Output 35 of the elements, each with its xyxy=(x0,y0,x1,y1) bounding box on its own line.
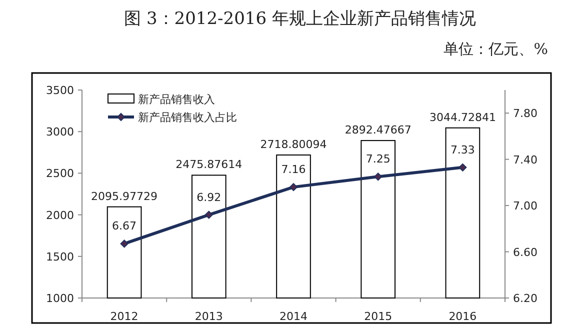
y2-tick-label: 6.20 xyxy=(513,292,538,305)
x-tick-label: 2012 xyxy=(110,310,138,323)
y-tick-label: 3500 xyxy=(46,84,74,97)
chart-subtitle: 单位：亿元、% xyxy=(444,40,548,58)
x-tick-label: 2013 xyxy=(194,310,223,323)
x-tick-label: 2015 xyxy=(364,310,392,323)
chart-title: 图 3：2012-2016 年规上企业新产品销售情况 xyxy=(124,9,476,29)
x-tick-label: 2014 xyxy=(280,310,308,323)
data-label: 6.92 xyxy=(196,190,222,204)
y2-tick-label: 7.80 xyxy=(513,107,538,120)
y2-tick-label: 7.00 xyxy=(513,200,538,213)
point xyxy=(204,210,213,219)
y2-tick-label: 6.60 xyxy=(513,246,538,259)
point xyxy=(374,172,382,181)
data-label: 6.67 xyxy=(112,220,137,233)
y-tick-label: 2000 xyxy=(46,208,74,222)
point xyxy=(120,240,128,248)
y-tick-label: 2500 xyxy=(46,167,74,180)
data-label: 2475.87614 xyxy=(176,158,242,172)
x-tick-label: 2016 xyxy=(448,310,477,323)
y-tick-label: 1500 xyxy=(46,250,74,264)
data-label: 3044.72841 xyxy=(429,110,496,124)
legend-label: 新产品销售收入 xyxy=(138,93,215,106)
point xyxy=(458,163,467,172)
data-label: 7.25 xyxy=(366,152,390,166)
data-label: 7.33 xyxy=(450,143,475,156)
data-label: 2095.97729 xyxy=(91,190,158,203)
data-label: 7.16 xyxy=(281,163,306,176)
y2-tick-label: 7.40 xyxy=(513,153,538,166)
data-label: 2718.80094 xyxy=(260,138,327,151)
data-label: 2892.47667 xyxy=(344,124,412,137)
y-tick-label: 3000 xyxy=(46,126,74,139)
y-tick-label: 1000 xyxy=(46,292,74,305)
legend-label: 新产品销售收入占比 xyxy=(138,111,237,124)
point xyxy=(290,183,298,192)
